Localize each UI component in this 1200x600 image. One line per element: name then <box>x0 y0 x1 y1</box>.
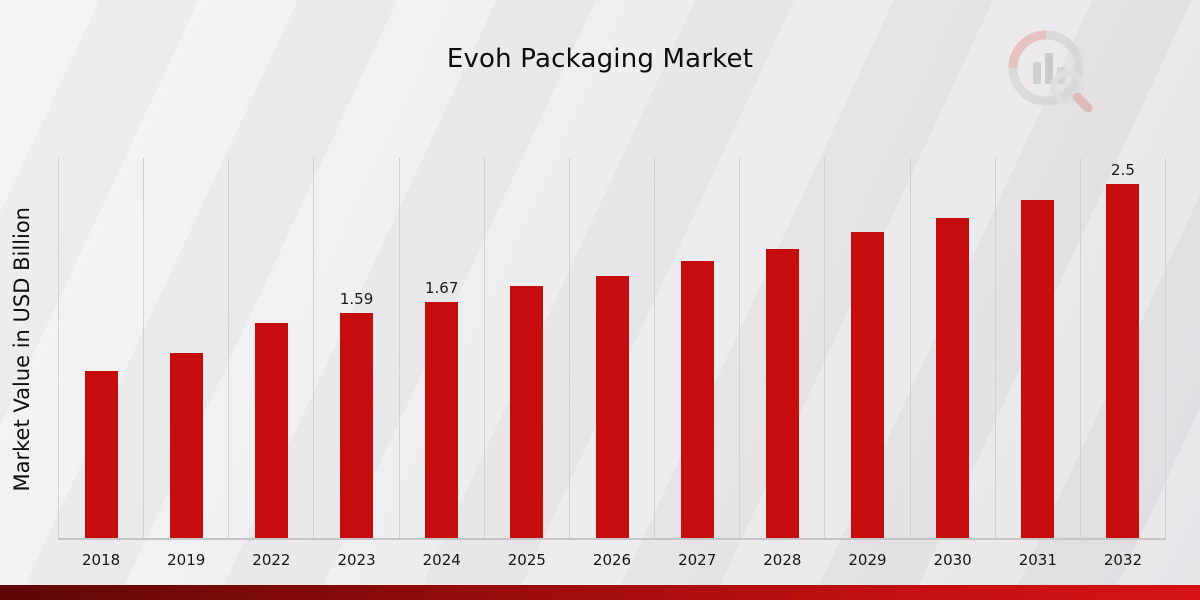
bar-2024 <box>425 302 459 538</box>
x-tick-label-2022: 2022 <box>252 551 291 569</box>
bar-2025 <box>510 286 544 538</box>
x-tick-label-2028: 2028 <box>763 551 802 569</box>
chart-column-2026: 2026 <box>568 158 654 569</box>
footer-accent-stripe <box>0 585 1200 600</box>
bar-2028 <box>765 249 799 538</box>
y-axis: Market Value in USD Billion <box>4 158 40 540</box>
chart-column-2032: 2.5 2032 <box>1079 158 1167 569</box>
x-tick-label-2026: 2026 <box>592 551 632 569</box>
chart-title: Evoh Packaging Market <box>446 44 754 74</box>
plot-area: 2018 2019 2022 1.59 2023 1.67 2024 2025 2026 2027… <box>58 158 1167 569</box>
chart-column-2022: 2022 <box>228 158 313 569</box>
chart-column-2024: 1.67 2024 <box>398 158 484 569</box>
chart-column-2031: 2031 <box>994 158 1080 569</box>
bar-2026 <box>595 276 629 538</box>
chart-column-2027: 2027 <box>654 158 739 569</box>
x-tick-label-2019: 2019 <box>167 551 206 569</box>
chart-column-2029: 2029 <box>824 158 909 569</box>
bar-2031 <box>1021 200 1055 538</box>
bar-2032 <box>1106 184 1140 538</box>
y-axis-label: Market Value in USD Billion <box>10 206 34 492</box>
x-tick-label-2024: 2024 <box>422 551 461 569</box>
x-tick-label-2030: 2030 <box>933 551 972 569</box>
chart-column-2030: 2030 <box>909 158 995 569</box>
brand-logo-icon <box>1000 26 1100 116</box>
x-tick-label-2023: 2023 <box>337 551 376 569</box>
x-tick-label-2031: 2031 <box>1018 551 1057 569</box>
chart-column-2019: 2019 <box>143 158 228 569</box>
bar-value-label: 2.5 <box>1111 161 1135 179</box>
chart-column-2028: 2028 <box>739 158 824 569</box>
bar-value-label: 1.67 <box>425 279 459 297</box>
bar-value-label: 1.59 <box>339 290 374 308</box>
chart-column-2018: 2018 <box>58 158 143 569</box>
x-tick-label-2027: 2027 <box>678 551 717 569</box>
x-tick-label-2029: 2029 <box>848 551 887 569</box>
bar-2018 <box>84 371 118 538</box>
bar-2019 <box>169 353 203 538</box>
bar-2022 <box>254 323 288 538</box>
bar-2023 <box>340 313 374 538</box>
x-tick-label-2032: 2032 <box>1103 551 1143 569</box>
x-tick-label-2018: 2018 <box>81 551 121 569</box>
bar-2027 <box>680 261 714 538</box>
chart-column-2023: 1.59 2023 <box>313 158 398 569</box>
bar-chart-magnifier-icon <box>1008 30 1093 113</box>
chart-column-2025: 2025 <box>483 158 569 569</box>
bar-2030 <box>936 218 970 538</box>
bar-2029 <box>850 232 884 538</box>
x-tick-label-2025: 2025 <box>507 551 546 569</box>
